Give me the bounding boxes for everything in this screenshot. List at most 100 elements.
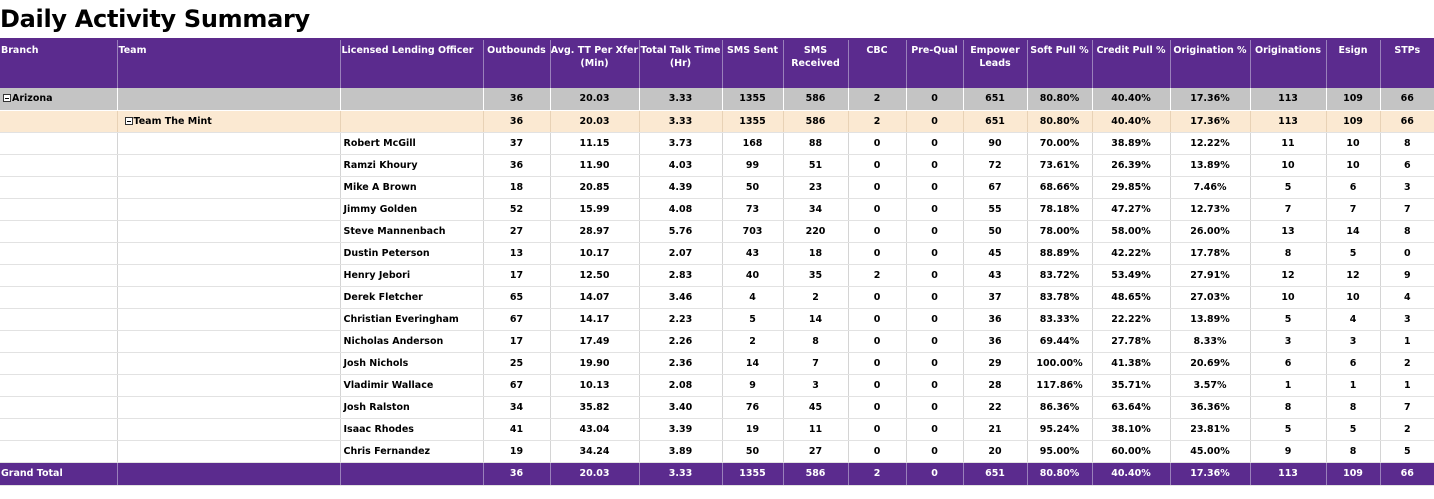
branch-cell bbox=[0, 440, 117, 463]
metric-cell: 12 bbox=[1325, 264, 1380, 287]
metric-cell: 27.03% bbox=[1169, 286, 1250, 309]
metric-cell: 3.73 bbox=[638, 132, 722, 155]
metric-cell: 67 bbox=[482, 308, 550, 331]
metric-cell: 73.61% bbox=[1026, 154, 1092, 177]
metric-cell: 6 bbox=[1379, 154, 1434, 177]
metric-cell: 0 bbox=[847, 330, 906, 353]
metric-cell: 0 bbox=[905, 352, 963, 375]
officer-name[interactable]: Henry Jebori bbox=[339, 264, 483, 287]
column-header-esign[interactable]: Esign bbox=[1325, 40, 1380, 88]
column-header-avg-tt[interactable]: Avg. TT Per Xfer (Min) bbox=[549, 40, 639, 88]
metric-cell: 50 bbox=[721, 176, 783, 199]
officer-name[interactable]: Dustin Peterson bbox=[339, 242, 483, 265]
column-header-origination-pct[interactable]: Origination % bbox=[1169, 40, 1250, 88]
metric-cell: 220 bbox=[782, 220, 848, 243]
branch-cell bbox=[0, 110, 117, 133]
metric-cell: 0 bbox=[847, 154, 906, 177]
table-row: Nicholas Anderson 17 17.49 2.26 2 8 0 0 36 69.44%… bbox=[0, 330, 1434, 353]
metric-cell: 18 bbox=[482, 176, 550, 199]
officer-name[interactable]: Josh Nichols bbox=[339, 352, 483, 375]
column-header-soft-pull[interactable]: Soft Pull % bbox=[1026, 40, 1092, 88]
metric-cell: 19 bbox=[721, 418, 783, 441]
metric-cell: 113 bbox=[1249, 110, 1326, 133]
column-header-originations[interactable]: Originations bbox=[1249, 40, 1326, 88]
column-header-branch[interactable]: Branch bbox=[0, 40, 117, 88]
branch-cell[interactable]: Arizona bbox=[0, 88, 117, 111]
officer-name[interactable]: Nicholas Anderson bbox=[339, 330, 483, 353]
metric-cell: 40.40% bbox=[1091, 462, 1170, 486]
officer-name[interactable]: Jimmy Golden bbox=[339, 198, 483, 221]
metric-cell: 5 bbox=[1249, 308, 1326, 331]
metric-cell: 6 bbox=[1249, 352, 1326, 375]
table-row: Isaac Rhodes 41 43.04 3.39 19 11 0 0 21 95.24% 38.… bbox=[0, 418, 1434, 441]
officer-name[interactable]: Steve Mannenbach bbox=[339, 220, 483, 243]
officer-name[interactable]: Josh Ralston bbox=[339, 396, 483, 419]
metric-cell: 78.00% bbox=[1026, 220, 1092, 243]
minus-box-icon[interactable] bbox=[3, 94, 11, 103]
officer-name[interactable]: Robert McGill bbox=[339, 132, 483, 155]
metric-cell: 51 bbox=[782, 154, 848, 177]
metric-cell: 50 bbox=[721, 440, 783, 463]
column-header-total-talk[interactable]: Total Talk Time (Hr) bbox=[638, 40, 722, 88]
team-cell bbox=[116, 440, 340, 463]
metric-cell: 9 bbox=[1249, 440, 1326, 463]
officer-name[interactable]: Christian Everingham bbox=[339, 308, 483, 331]
column-header-empower[interactable]: Empower Leads bbox=[962, 40, 1027, 88]
metric-cell: 0 bbox=[847, 352, 906, 375]
metric-cell: 13.89% bbox=[1169, 308, 1250, 331]
metric-cell: 2.23 bbox=[638, 308, 722, 331]
metric-cell: 0 bbox=[905, 440, 963, 463]
team-cell[interactable]: Team The Mint bbox=[116, 110, 340, 133]
metric-cell: 11.15 bbox=[549, 132, 639, 155]
metric-cell: 0 bbox=[847, 374, 906, 397]
officer-name[interactable]: Mike A Brown bbox=[339, 176, 483, 199]
branch-cell bbox=[0, 220, 117, 243]
metric-cell: 9 bbox=[1379, 264, 1434, 287]
officer-name[interactable]: Derek Fletcher bbox=[339, 286, 483, 309]
metric-cell: 83.72% bbox=[1026, 264, 1092, 287]
column-header-credit-pull[interactable]: Credit Pull % bbox=[1091, 40, 1170, 88]
officer-name[interactable]: Isaac Rhodes bbox=[339, 418, 483, 441]
metric-cell: 22 bbox=[962, 396, 1027, 419]
metric-cell: 23.81% bbox=[1169, 418, 1250, 441]
metric-cell: 12.22% bbox=[1169, 132, 1250, 155]
column-header-prequal[interactable]: Pre-Qual bbox=[905, 40, 963, 88]
metric-cell: 35.82 bbox=[549, 396, 639, 419]
column-header-outbounds[interactable]: Outbounds bbox=[482, 40, 550, 88]
metric-cell: 35.71% bbox=[1091, 374, 1170, 397]
column-header-cbc[interactable]: CBC bbox=[847, 40, 906, 88]
metric-cell: 651 bbox=[962, 88, 1027, 111]
metric-cell: 2 bbox=[1379, 352, 1434, 375]
metric-cell: 7 bbox=[782, 352, 848, 375]
column-header-team[interactable]: Team bbox=[116, 40, 340, 88]
column-header-stps[interactable]: STPs bbox=[1379, 40, 1434, 88]
table-row: Dustin Peterson 13 10.17 2.07 43 18 0 0 45 88.89%… bbox=[0, 242, 1434, 265]
metric-cell: 0 bbox=[905, 330, 963, 353]
branch-cell bbox=[0, 154, 117, 177]
column-header-sms-received[interactable]: SMS Received bbox=[782, 40, 848, 88]
team-cell bbox=[116, 198, 340, 221]
officer-name[interactable]: Vladimir Wallace bbox=[339, 374, 483, 397]
metric-cell: 3.40 bbox=[638, 396, 722, 419]
table-row: Mike A Brown 18 20.85 4.39 50 23 0 0 67 68.66% 29.… bbox=[0, 176, 1434, 199]
metric-cell: 2 bbox=[782, 286, 848, 309]
officer-name[interactable]: Chris Fernandez bbox=[339, 440, 483, 463]
metric-cell: 29 bbox=[962, 352, 1027, 375]
officer-name[interactable]: Ramzi Khoury bbox=[339, 154, 483, 177]
metric-cell: 36 bbox=[962, 308, 1027, 331]
metric-cell: 20 bbox=[962, 440, 1027, 463]
metric-cell: 69.44% bbox=[1026, 330, 1092, 353]
table-row: Steve Mannenbach 27 28.97 5.76 703 220 0 0 50 78.… bbox=[0, 220, 1434, 243]
team-cell bbox=[116, 308, 340, 331]
metric-cell: 0 bbox=[905, 374, 963, 397]
minus-box-icon[interactable] bbox=[124, 116, 133, 125]
metric-cell: 20.03 bbox=[549, 110, 639, 133]
metric-cell: 17.36% bbox=[1169, 462, 1250, 486]
column-header-sms-sent[interactable]: SMS Sent bbox=[721, 40, 783, 88]
metric-cell: 0 bbox=[905, 396, 963, 419]
metric-cell: 20.03 bbox=[549, 88, 639, 111]
team-cell bbox=[116, 264, 340, 287]
metric-cell: 68.66% bbox=[1026, 176, 1092, 199]
team-cell bbox=[116, 352, 340, 375]
column-header-officer[interactable]: Licensed Lending Officer bbox=[339, 40, 483, 88]
